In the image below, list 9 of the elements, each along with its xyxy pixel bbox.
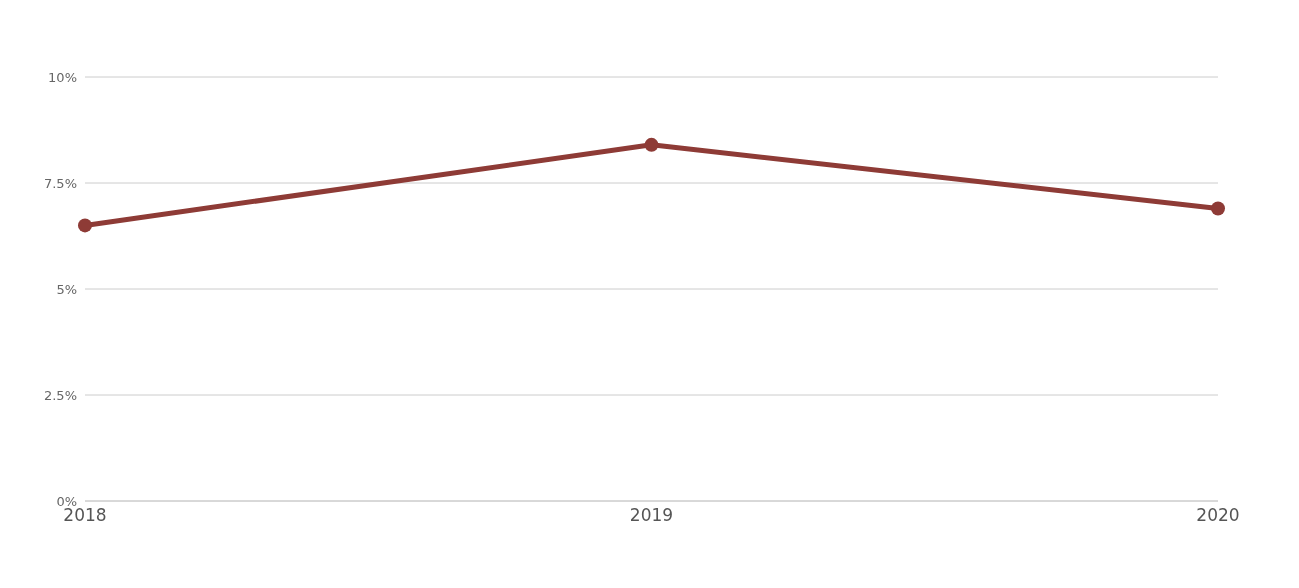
y-tick-label: 2.5% [43,387,77,403]
x-tick-label: 2020 [1196,505,1240,526]
x-tick-label: 2019 [629,505,674,526]
y-tick-label: 10% [48,69,77,85]
y-tick-label: 7.5% [43,175,77,191]
point [644,137,659,152]
point [1211,201,1225,216]
y-tick-label: 5% [56,281,77,297]
point [78,218,92,233]
